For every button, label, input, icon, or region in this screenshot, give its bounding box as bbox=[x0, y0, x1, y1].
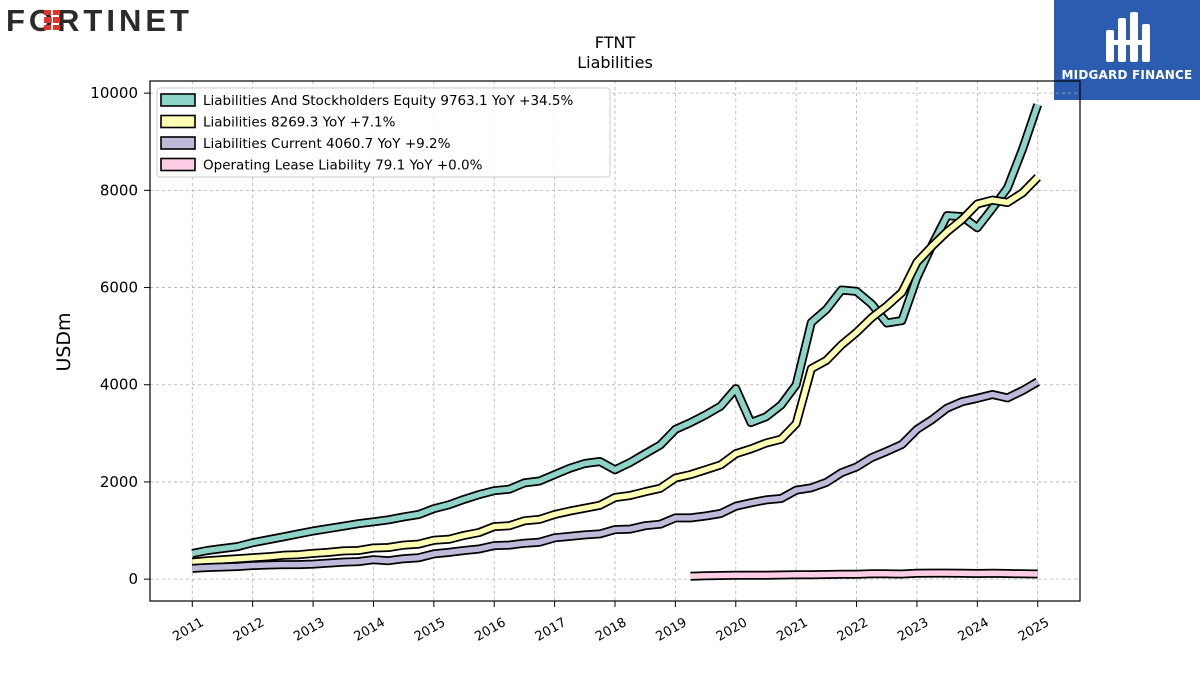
x-tick-label: 2025 bbox=[1016, 615, 1052, 645]
legend: Liabilities And Stockholders Equity 9763… bbox=[156, 87, 611, 178]
y-tick-label: 4000 bbox=[100, 376, 138, 394]
x-tick-label: 2020 bbox=[714, 615, 750, 645]
series-line bbox=[192, 377, 1040, 573]
y-tick-label: 2000 bbox=[100, 473, 138, 491]
midgard-brand-text: MIDGARD FINANCE bbox=[1061, 68, 1193, 82]
chart-subtitle: Liabilities bbox=[577, 53, 653, 72]
x-tick-label: 2021 bbox=[774, 615, 810, 645]
x-tick-label: 2017 bbox=[533, 615, 569, 645]
x-tick-label: 2019 bbox=[654, 615, 690, 645]
series-line-fill bbox=[192, 175, 1040, 565]
legend-swatch bbox=[160, 157, 196, 172]
series-line-fill bbox=[192, 379, 1040, 572]
x-axis-ticks: 2011 2012 2013 2014 2015 2016 2017 2018 2019 2020… bbox=[170, 601, 1052, 645]
legend-swatch bbox=[160, 114, 196, 129]
midgard-finance-logo: MIDGARD FINANCE bbox=[1054, 0, 1200, 100]
x-tick-label: 2011 bbox=[170, 615, 206, 645]
y-tick-label: 0 bbox=[128, 570, 138, 588]
series-line-fill bbox=[690, 570, 1038, 579]
x-tick-label: 2013 bbox=[291, 615, 327, 645]
chart-title: FTNT bbox=[595, 33, 636, 52]
y-tick-label: 6000 bbox=[100, 279, 138, 297]
x-tick-label: 2024 bbox=[956, 615, 992, 645]
x-tick-label: 2015 bbox=[412, 615, 448, 645]
fortinet-logo-mark bbox=[44, 10, 60, 30]
series-line bbox=[191, 103, 1042, 558]
midgard-emblem-icon bbox=[1106, 12, 1150, 62]
legend-swatch bbox=[160, 93, 196, 107]
x-tick-label: 2012 bbox=[231, 615, 267, 645]
fortinet-logo-text: FORTINET bbox=[6, 4, 193, 36]
legend-entry: Liabilities And Stockholders Equity 9763… bbox=[203, 93, 573, 109]
fortinet-logo: FORTINET bbox=[4, 3, 236, 38]
series-line bbox=[191, 174, 1041, 567]
x-tick-label: 2016 bbox=[472, 615, 508, 645]
legend-entry: Liabilities Current 4060.7 YoY +9.2% bbox=[203, 136, 451, 152]
legend-entry: Liabilities 8269.3 YoY +7.1% bbox=[203, 115, 396, 131]
y-tick-label: 8000 bbox=[100, 181, 138, 199]
series-lines bbox=[191, 103, 1042, 581]
x-tick-label: 2018 bbox=[593, 615, 629, 645]
x-tick-label: 2022 bbox=[835, 615, 871, 645]
legend-box bbox=[156, 87, 611, 178]
legend-entry: Operating Lease Liability 79.1 YoY +0.0% bbox=[203, 158, 483, 174]
x-tick-label: 2014 bbox=[352, 615, 388, 645]
fortinet-logo-graphic: FORTINET bbox=[6, 3, 193, 38]
series-line bbox=[690, 568, 1038, 581]
y-axis-ticks: 0 2000 4000 6000 8000 10000 bbox=[90, 84, 150, 588]
x-tick-label: 2023 bbox=[895, 615, 931, 645]
series-line-outline bbox=[192, 377, 1040, 573]
y-tick-label: 10000 bbox=[90, 84, 138, 102]
y-axis-label: USDm bbox=[53, 312, 75, 371]
legend-swatch bbox=[160, 136, 196, 150]
series-line-fill bbox=[191, 103, 1041, 557]
